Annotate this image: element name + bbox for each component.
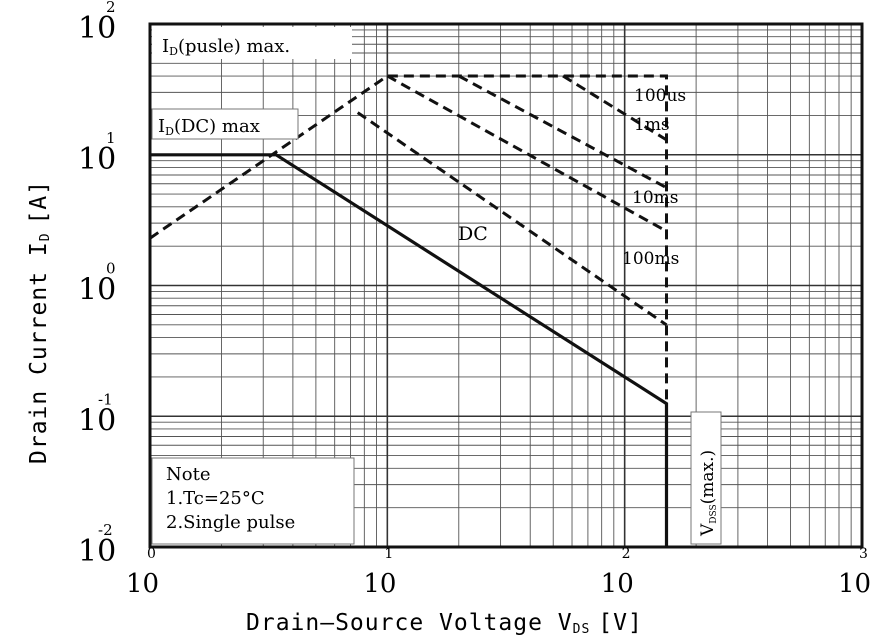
y-axis-title: Drain Current ID[A] [26,180,53,464]
x-tick-labels: 10 0 10 1 10 2 10 3 [126,546,871,599]
x-tick-label: 10 [838,569,871,599]
x-tick-exponent: 1 [384,546,393,562]
label-dc: DC [458,223,488,245]
series-line-pulse-envelope-1 [149,74,668,423]
id-dc-max-box [151,108,299,140]
series-line-100ms [356,111,668,327]
note-box [151,457,355,545]
vdss-max-label: VDSS(max.) [698,450,719,537]
x-tick-exponent: 0 [147,546,156,562]
note-line-2: 2.Single pulse [166,512,295,533]
label-1ms: 1ms [634,115,670,135]
y-tick-label: 10 [78,534,116,569]
y-tick-exponent: 1 [106,129,116,147]
id-pulse-max-label: ID(pusle) max. [162,36,290,58]
series-line-dc [150,153,669,547]
series-line-100us [562,74,668,142]
id-pulse-max-box [152,27,352,59]
y-tick-exponent: -2 [98,521,113,539]
y-tick-label: 10 [78,142,116,177]
y-tick-exponent: -1 [98,390,113,408]
note-line-1: 1.Tc=25°C [166,488,265,509]
series-layer [149,74,669,547]
note-title: Note [166,464,210,485]
x-tick-exponent: 2 [622,546,631,562]
id-dc-max-label: ID(DC) max [158,116,260,138]
y-tick-exponent: 2 [106,0,116,16]
series-line-10ms [386,74,668,233]
x-tick-label: 10 [601,569,634,599]
y-tick-label: 10 [78,11,116,46]
vdss-max-box [690,411,722,545]
plot-frame [148,22,864,549]
y-tick-exponent: 0 [106,260,116,278]
label-10ms: 10ms [632,188,678,208]
x-tick-label: 10 [363,569,396,599]
y-tick-label: 10 [78,403,116,438]
y-tick-label: 10 [78,273,116,308]
x-tick-label: 10 [126,569,159,599]
x-axis-title: Drain–Source Voltage VDS [V] [246,610,643,637]
label-100us: 100us [634,86,686,106]
x-tick-exponent: 3 [859,546,868,562]
series-line-1ms [458,74,668,190]
label-100ms: 100ms [622,249,679,269]
